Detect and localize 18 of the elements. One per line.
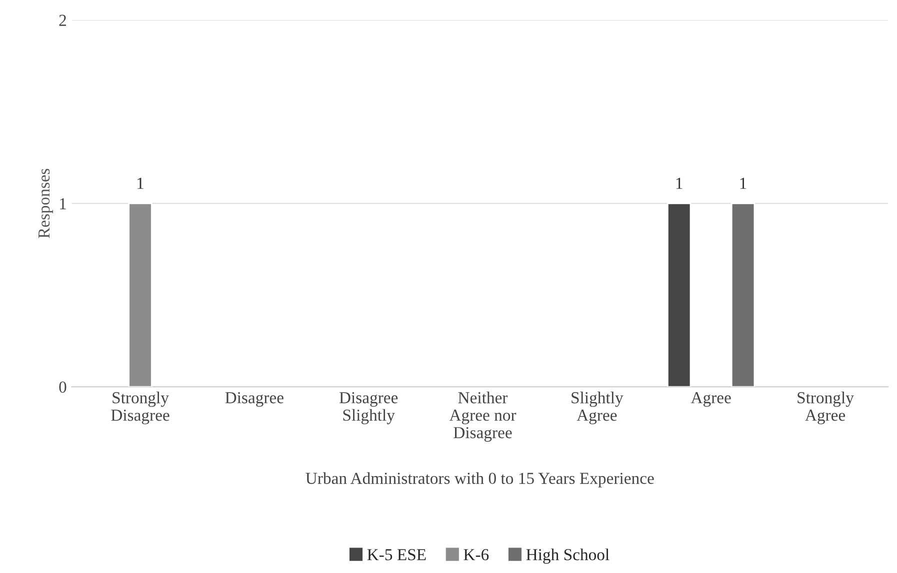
x-tick-label: Agree (690, 392, 731, 407)
x-tick-label: Neither Agree nor Disagree (449, 392, 516, 442)
y-tick-label: 0 (59, 381, 66, 393)
x-tick-label: Disagree Slightly (339, 392, 398, 424)
legend-label: K-5 ESE (367, 549, 426, 560)
data-label: 1 (676, 178, 682, 189)
legend-label: High School (526, 548, 610, 564)
y-axis-title: Responses (38, 168, 54, 238)
x-axis-title: Urban Administrators with 0 to 15 Years Experience (306, 472, 654, 488)
y-tick-label: 2 (59, 14, 66, 26)
x-tick-label: Strongly Disagree (111, 392, 170, 424)
y-tick-label: 1 (60, 198, 66, 210)
x-tick-label: Disagree (225, 392, 284, 407)
legend-label: K-6 (464, 549, 489, 560)
data-label: 1 (138, 178, 144, 189)
x-tick-label: Slightly Agree (572, 392, 624, 424)
x-tick-label: Strongly Agree (798, 392, 854, 424)
data-label: 1 (740, 178, 746, 189)
